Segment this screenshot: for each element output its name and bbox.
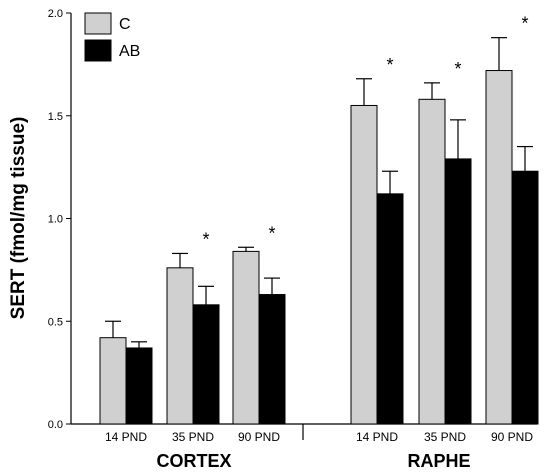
legend-swatch-c [84,12,112,35]
bar-c-6 [485,70,513,425]
legend: C AB [84,12,140,62]
group-label-raphe: RAPHE [407,451,470,471]
x-tick-label: 35 PND [172,430,214,444]
bar-c-2 [166,267,194,425]
bar-ab-1 [125,347,153,425]
bar-c-1 [99,337,127,425]
x-tick-label: 90 PND [238,430,280,444]
significance-marker: * [268,223,275,243]
legend-label-c: C [119,16,131,33]
x-tick-label: 14 PND [105,430,147,444]
y-axis-label: SERT (fmol/mg tissue) [8,117,29,320]
y-tick-label: 1.5 [48,111,63,123]
y-tick-label: 0.0 [48,419,63,431]
bar-ab-2 [192,304,220,425]
bar-c-5 [418,98,446,425]
y-tick-label: 1.0 [48,214,63,226]
y-tick-label: 0.5 [48,316,63,328]
bar-ab-3 [258,294,286,425]
bar-ab-5 [444,158,472,425]
x-tick-label: 35 PND [424,430,466,444]
bars [99,37,539,425]
group-label-cortex: CORTEX [156,451,231,471]
significance-marker: * [202,229,209,249]
bar-c-3 [232,250,260,425]
y-tick-label: 2.0 [48,8,63,20]
bar-ab-4 [376,193,404,425]
significance-marker: * [386,55,393,75]
bar-c-4 [350,104,378,425]
x-tick-label: 14 PND [356,430,398,444]
bar-ab-6 [511,170,539,425]
significance-marker: * [454,59,461,79]
legend-label-ab: AB [119,43,140,60]
labels: SERT (fmol/mg tissue) * * * * * 14 PND 35 PND 90… [8,14,533,471]
significance-marker: * [521,14,528,34]
legend-swatch-ab [84,39,112,62]
x-tick-label: 90 PND [491,430,533,444]
